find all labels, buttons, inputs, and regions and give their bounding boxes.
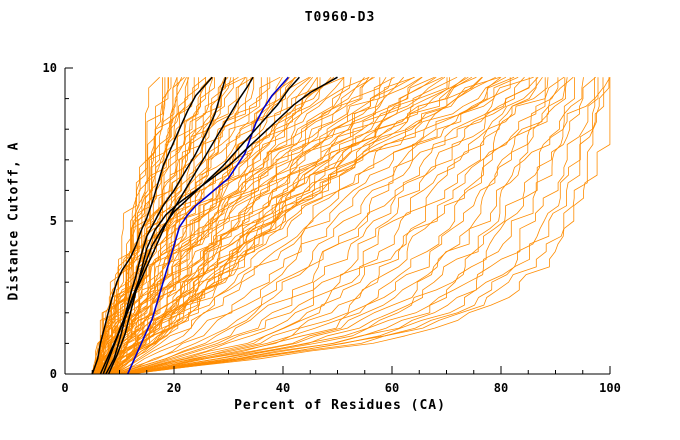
ensemble-curve (116, 77, 511, 375)
ensemble-curve (119, 76, 543, 375)
ensemble-curve (127, 77, 595, 375)
x-tick-label: 40 (276, 381, 290, 395)
model-black-5 (107, 76, 338, 375)
ensemble-curve (119, 77, 537, 375)
x-axis-label: Percent of Residues (CA) (234, 398, 446, 413)
ensemble-curve (130, 77, 610, 375)
ensemble-curve (105, 76, 332, 375)
ensemble-curve (102, 77, 318, 375)
ensemble-curve (122, 76, 565, 375)
ensemble-curve (117, 76, 534, 375)
ensemble-curve (113, 76, 496, 375)
ensemble-curve (105, 77, 352, 375)
ensemble-curve (98, 77, 234, 375)
ensemble-curve (125, 77, 584, 375)
x-tick-label: 80 (494, 381, 508, 395)
ensemble-curve (112, 76, 483, 375)
ensemble-curve (120, 77, 546, 375)
ensemble-curve (128, 77, 604, 375)
ensemble-curve (101, 76, 311, 375)
x-tick-label: 100 (599, 381, 621, 395)
ensemble-curve (96, 77, 226, 375)
ensemble-curve (112, 76, 466, 375)
ensemble-curve (105, 76, 375, 375)
ensemble-curve (111, 76, 423, 375)
ensemble-curve (112, 76, 507, 375)
ensemble-curve (109, 77, 448, 375)
ensemble-curve (99, 77, 262, 375)
ensemble-curve (114, 76, 519, 375)
ensemble-curve (125, 77, 575, 375)
y-tick-label: 10 (43, 61, 57, 75)
ensemble-curve (107, 76, 435, 375)
ensemble-curve (122, 76, 574, 375)
ensemble-curve (123, 77, 549, 375)
chart-title: T0960-D3 (304, 10, 376, 25)
ensemble-curve (93, 77, 199, 375)
ensemble-curve (126, 77, 566, 375)
y-tick-label: 5 (50, 214, 57, 228)
ensemble-curve (107, 76, 405, 375)
ensemble-curve (108, 76, 437, 375)
ensemble-curve (111, 76, 469, 375)
y-tick-label: 0 (50, 367, 57, 381)
ensemble-curve (123, 77, 559, 375)
x-tick-label: 20 (167, 381, 181, 395)
model-blue (126, 76, 290, 375)
ensemble-curve (127, 76, 596, 375)
ensemble-curve (93, 77, 170, 375)
model-black-1 (91, 76, 213, 375)
ensemble-curve (105, 76, 365, 375)
ensemble-curve (113, 76, 501, 375)
model-black-4 (102, 76, 300, 375)
ensemble-curve (116, 76, 525, 375)
ensemble-curve (118, 77, 530, 375)
ensemble-curve (112, 77, 451, 375)
y-axis-label: Distance Cutoff, A (6, 141, 22, 301)
ensemble-curve (111, 76, 473, 375)
x-tick-label: 60 (385, 381, 399, 395)
ensemble-curve (124, 77, 568, 375)
ensemble-curve (114, 76, 515, 375)
ensemble-curve (93, 77, 195, 375)
ensemble-curve (96, 76, 229, 375)
x-tick-label: 0 (61, 381, 68, 395)
ensemble-curve (103, 77, 345, 375)
ensemble-curve (119, 76, 539, 375)
ensemble-curve (109, 76, 422, 375)
ensemble-curve (128, 77, 599, 375)
ensemble-curve (104, 76, 370, 375)
ensemble-curve (100, 76, 296, 375)
ensemble-curve (130, 76, 611, 375)
ensemble-curve (130, 77, 611, 375)
